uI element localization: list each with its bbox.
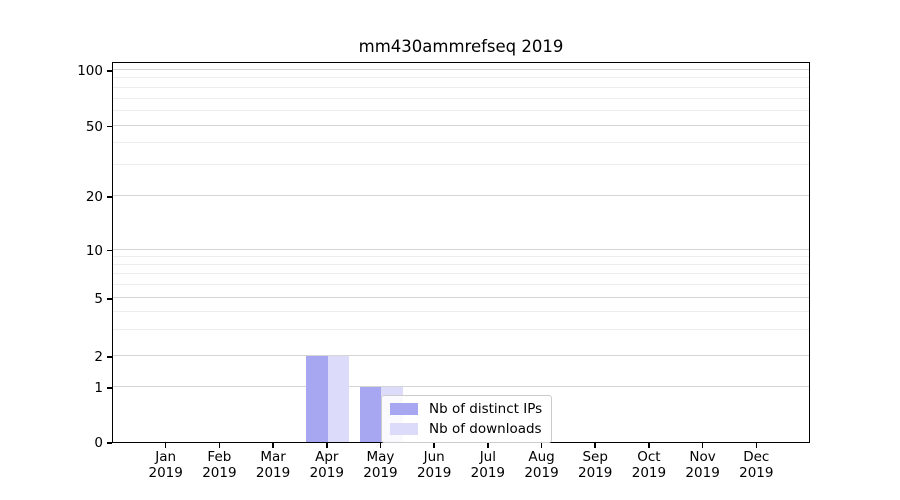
x-tick-year-text: 2019 (470, 465, 506, 481)
y-axis-tick-mark (107, 356, 112, 358)
x-tick-month-text: Sep (582, 449, 608, 465)
x-tick-year-text: 2019 (363, 465, 398, 481)
x-axis-tick-label: Oct 2019 (617, 449, 681, 481)
x-axis-tick-mark (218, 443, 221, 448)
y-minor-gridline (113, 163, 809, 165)
y-axis-tick-mark (107, 298, 112, 300)
x-tick-year-text: 2019 (739, 465, 774, 481)
x-tick-year-text: 2019 (416, 465, 452, 481)
x-tick-year-text: 2019 (148, 465, 183, 481)
y-axis-tick-mark (107, 387, 112, 389)
x-tick-month-text: Nov (689, 449, 716, 465)
x-tick-month-text: Mar (260, 449, 286, 465)
x-axis-tick-mark (433, 443, 435, 448)
x-tick-year-text: 2019 (255, 465, 291, 481)
chart-title: mm430ammrefseq 2019 (358, 37, 564, 56)
bar-downloads (327, 356, 350, 442)
x-axis-tick-mark (594, 443, 596, 448)
x-tick-month-text: Jul (479, 449, 496, 465)
x-tick-month-text: Jan (155, 449, 177, 465)
y-major-gridline (113, 69, 809, 70)
x-axis-tick-mark (272, 443, 274, 448)
x-axis-tick-mark (540, 443, 543, 448)
x-axis-tick-label: May 2019 (348, 449, 412, 481)
y-major-gridline (113, 124, 809, 126)
x-tick-year-text: 2019 (309, 465, 344, 481)
y-axis-tick-label: 100 (77, 62, 103, 79)
y-minor-gridline (113, 311, 809, 313)
bar-distinct-ips (359, 386, 382, 442)
x-tick-year-text: 2019 (685, 465, 720, 481)
x-tick-month-text: Apr (315, 449, 339, 465)
y-axis-tick-label: 20 (85, 188, 103, 205)
y-axis-tick-mark (107, 442, 112, 444)
x-tick-year-text: 2019 (631, 465, 667, 481)
y-axis-tick-mark (107, 249, 112, 252)
y-minor-gridline (113, 329, 809, 331)
x-tick-month-text: Jun (423, 449, 445, 465)
x-tick-year-text: 2019 (202, 465, 237, 481)
y-minor-gridline (113, 273, 809, 275)
y-axis-tick-label: 50 (85, 118, 103, 135)
y-minor-gridline (113, 284, 809, 286)
x-tick-year-text: 2019 (578, 465, 613, 481)
x-axis-tick-label: Apr 2019 (295, 449, 359, 481)
legend-swatch-downloads (390, 423, 418, 435)
x-tick-month-text: Oct (637, 449, 661, 465)
x-tick-month-text: Feb (207, 449, 232, 465)
y-major-gridline (113, 385, 809, 387)
x-axis-tick-label: Dec 2019 (724, 449, 788, 481)
y-minor-gridline (113, 255, 809, 257)
y-major-gridline (113, 248, 809, 250)
x-axis-tick-label: Mar 2019 (241, 449, 305, 481)
x-axis-tick-label: Sep 2019 (563, 449, 627, 481)
x-tick-year-text: 2019 (524, 465, 559, 481)
y-major-gridline (113, 195, 809, 196)
y-axis-tick-label: 5 (94, 290, 103, 307)
x-axis-tick-label: Jan 2019 (134, 449, 198, 481)
x-axis-tick-label: Nov 2019 (671, 449, 735, 481)
x-axis-tick-label: Feb 2019 (187, 449, 251, 481)
plot-area: Nb of distinct IPs Nb of downloads (112, 62, 810, 443)
legend: Nb of distinct IPs Nb of downloads (381, 395, 553, 443)
y-major-gridline (113, 296, 809, 298)
x-axis-tick-label: Jul 2019 (456, 449, 520, 481)
y-axis-tick-label: 10 (85, 242, 103, 259)
y-axis-tick-mark (107, 196, 112, 198)
x-axis-tick-mark (379, 443, 382, 448)
x-axis-tick-mark (701, 443, 704, 448)
legend-swatch-distinct-ips (390, 403, 418, 415)
legend-item-downloads: Nb of downloads (390, 421, 542, 437)
y-minor-gridline (113, 86, 809, 88)
x-tick-month-text: Aug (528, 449, 555, 465)
y-axis-tick-mark (107, 70, 112, 72)
legend-label-downloads: Nb of downloads (429, 421, 542, 437)
y-axis-tick-label: 1 (94, 379, 103, 396)
legend-item-distinct-ips: Nb of distinct IPs (390, 401, 542, 417)
x-axis-tick-mark (755, 443, 758, 448)
x-axis-tick-label: Jun 2019 (402, 449, 466, 481)
y-major-gridline (113, 355, 809, 357)
legend-label-distinct-ips: Nb of distinct IPs (429, 401, 543, 417)
bar-distinct-ips (306, 356, 328, 442)
y-minor-gridline (113, 264, 809, 266)
x-axis-tick-mark (326, 443, 328, 448)
y-minor-gridline (113, 109, 809, 111)
y-axis-tick-label: 0 (94, 435, 103, 451)
y-minor-gridline (113, 141, 809, 143)
x-axis-tick-mark (648, 443, 650, 448)
x-axis-tick-mark (487, 443, 489, 448)
y-minor-gridline (113, 77, 809, 79)
x-axis-tick-label: Aug 2019 (510, 449, 574, 481)
y-axis-tick-label: 2 (94, 349, 103, 365)
x-tick-month-text: May (366, 449, 395, 465)
x-tick-month-text: Dec (743, 449, 770, 465)
y-minor-gridline (113, 97, 809, 99)
y-axis-tick-mark (107, 125, 112, 128)
x-axis-tick-mark (164, 443, 167, 448)
